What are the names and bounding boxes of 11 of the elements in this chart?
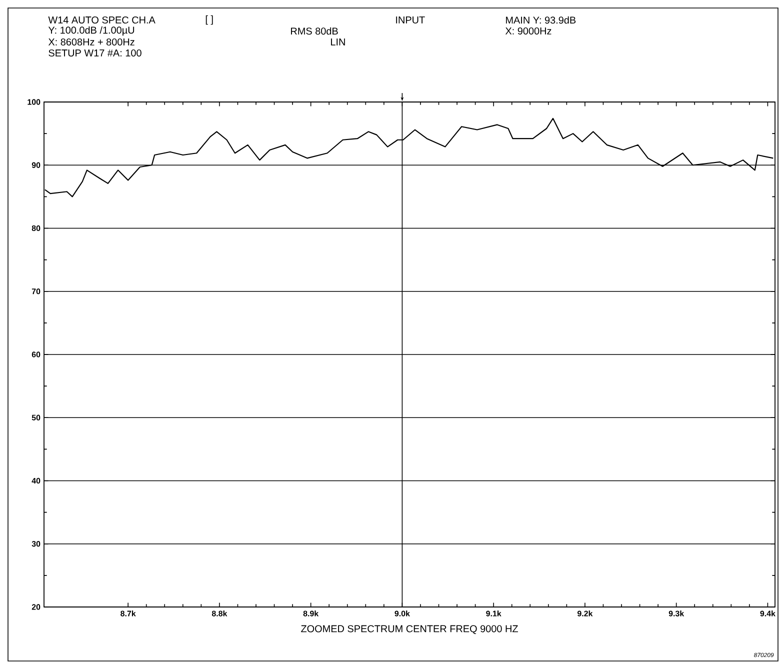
text: RMS 80dB: [291, 27, 338, 35]
text: INPUT: [396, 16, 425, 24]
text: W14 AUTO SPEC CH.A: [48, 16, 156, 24]
text: LIN: [331, 38, 345, 46]
text: X: 8608Hz + 800Hz: [48, 38, 134, 46]
text: [ ]: [206, 15, 213, 25]
x-axis-title: ZOOMED SPECTRUM CENTER FREQ 9000 HZ: [301, 625, 518, 634]
text: MAIN Y: 93.9dB: [506, 16, 576, 24]
text: X: 9000Hz: [505, 27, 552, 35]
text: Y: 100.0dB /1.00µU: [48, 26, 134, 36]
text: SETUP W17 #A: 100: [48, 49, 142, 57]
